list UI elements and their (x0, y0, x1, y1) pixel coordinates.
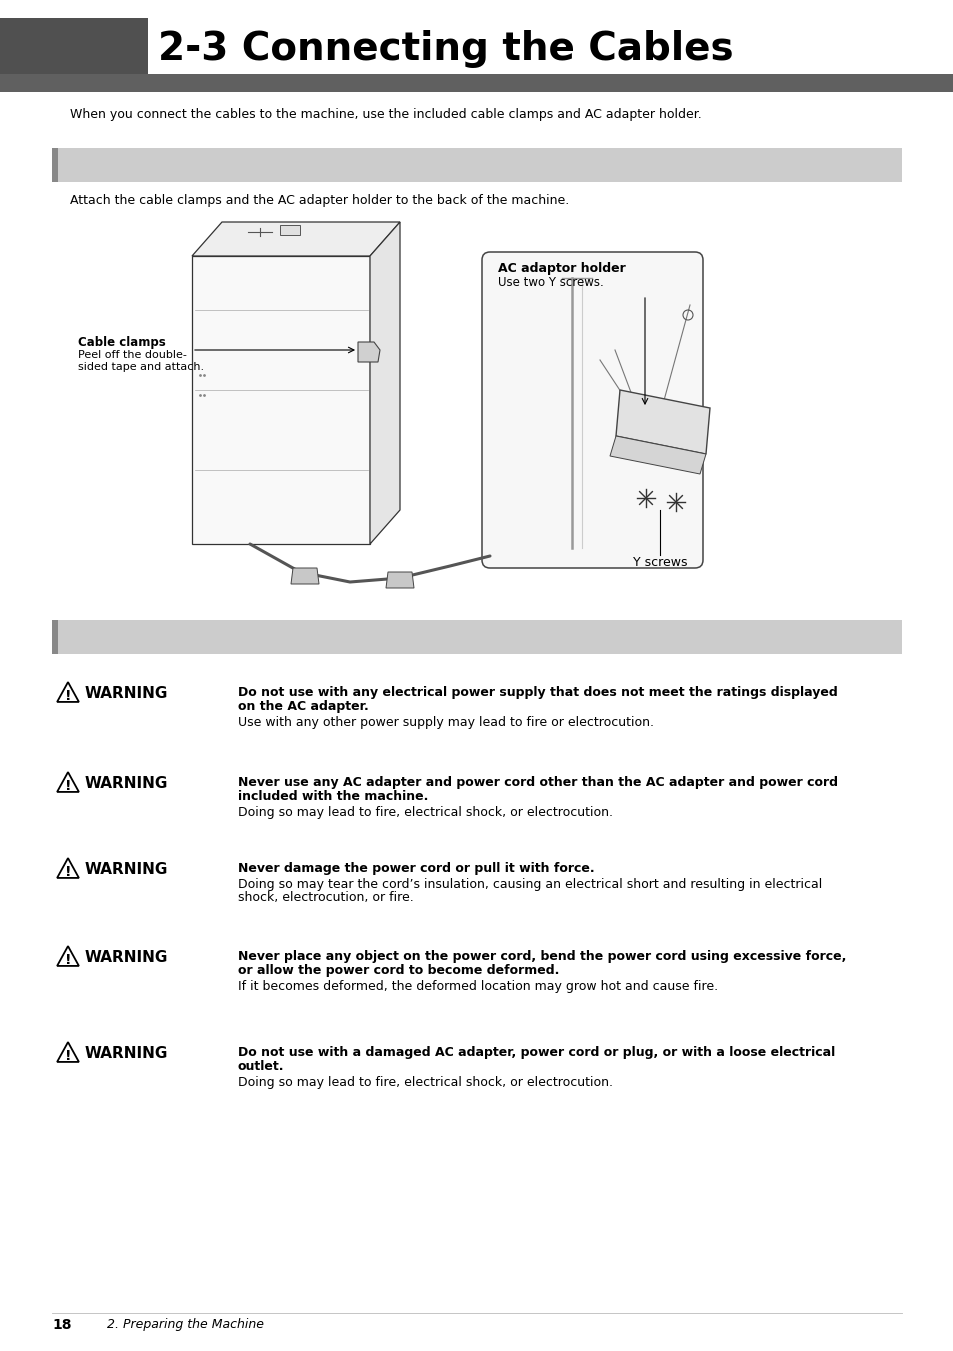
Text: outlet.: outlet. (237, 1061, 284, 1073)
Text: Use two Y screws.: Use two Y screws. (497, 276, 603, 289)
Text: When you connect the cables to the machine, use the included cable clamps and AC: When you connect the cables to the machi… (70, 108, 701, 122)
Text: !: ! (65, 952, 71, 967)
Polygon shape (192, 222, 399, 255)
Text: Doing so may tear the cord’s insulation, causing an electrical short and resulti: Doing so may tear the cord’s insulation,… (237, 878, 821, 892)
Polygon shape (386, 571, 414, 588)
Text: shock, electrocution, or fire.: shock, electrocution, or fire. (237, 892, 414, 904)
Text: Never damage the power cord or pull it with force.: Never damage the power cord or pull it w… (237, 862, 594, 875)
Text: WARNING: WARNING (85, 1046, 168, 1061)
Text: Do not use with a damaged AC adapter, power cord or plug, or with a loose electr: Do not use with a damaged AC adapter, po… (237, 1046, 835, 1059)
Text: Doing so may lead to fire, electrical shock, or electrocution.: Doing so may lead to fire, electrical sh… (237, 1075, 613, 1089)
Polygon shape (291, 567, 318, 584)
Polygon shape (357, 342, 379, 362)
Text: Do not use with any electrical power supply that does not meet the ratings displ: Do not use with any electrical power sup… (237, 686, 837, 698)
Polygon shape (616, 390, 709, 454)
Text: Never place any object on the power cord, bend the power cord using excessive fo: Never place any object on the power cord… (237, 950, 845, 963)
Text: Attaching the Cable Clamps and the AC Adapter Holder: Attaching the Cable Clamps and the AC Ad… (66, 159, 624, 178)
Text: Y screws: Y screws (633, 557, 687, 569)
Text: WARNING: WARNING (85, 862, 168, 877)
Text: 2-3 Connecting the Cables: 2-3 Connecting the Cables (158, 30, 733, 68)
Text: Doing so may lead to fire, electrical shock, or electrocution.: Doing so may lead to fire, electrical sh… (237, 807, 613, 819)
Text: !: ! (65, 1048, 71, 1063)
Text: sided tape and attach.: sided tape and attach. (78, 362, 204, 372)
Text: !: ! (65, 689, 71, 703)
Text: Connecting the Cables: Connecting the Cables (66, 631, 313, 650)
Text: Never use any AC adapter and power cord other than the AC adapter and power cord: Never use any AC adapter and power cord … (237, 775, 837, 789)
FancyBboxPatch shape (481, 253, 702, 567)
Polygon shape (192, 255, 370, 544)
Polygon shape (609, 436, 705, 474)
Polygon shape (370, 222, 399, 544)
Text: WARNING: WARNING (85, 686, 168, 701)
Text: AC adaptor holder: AC adaptor holder (497, 262, 625, 276)
Text: !: ! (65, 865, 71, 880)
Text: If it becomes deformed, the deformed location may grow hot and cause fire.: If it becomes deformed, the deformed loc… (237, 979, 718, 993)
Text: Peel off the double-: Peel off the double- (78, 350, 187, 359)
Text: or allow the power cord to become deformed.: or allow the power cord to become deform… (237, 965, 558, 977)
Text: Use with any other power supply may lead to fire or electrocution.: Use with any other power supply may lead… (237, 716, 654, 730)
Text: included with the machine.: included with the machine. (237, 790, 428, 802)
Text: !: ! (65, 780, 71, 793)
Text: on the AC adapter.: on the AC adapter. (237, 700, 369, 713)
Text: WARNING: WARNING (85, 950, 168, 965)
FancyBboxPatch shape (280, 226, 299, 235)
Text: Cable clamps: Cable clamps (78, 336, 166, 349)
Text: WARNING: WARNING (85, 775, 168, 790)
Text: Attach the cable clamps and the AC adapter holder to the back of the machine.: Attach the cable clamps and the AC adapt… (70, 195, 569, 207)
Text: 18: 18 (52, 1319, 71, 1332)
Text: 2. Preparing the Machine: 2. Preparing the Machine (107, 1319, 264, 1331)
